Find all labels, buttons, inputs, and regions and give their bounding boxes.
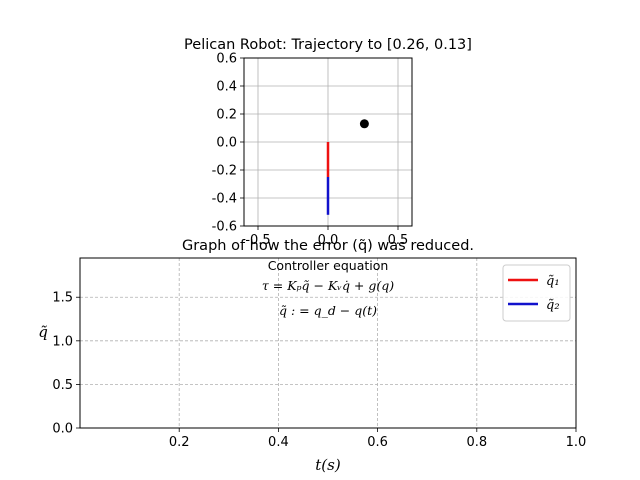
trajectory-y-tick-label: 0.6 — [216, 52, 237, 67]
error-x-tick-label: 0.4 — [268, 435, 289, 450]
error-y-tick-label: 1.0 — [52, 334, 73, 349]
error-x-tick-label: 0.2 — [169, 435, 190, 450]
target-point — [359, 119, 369, 129]
error-x-tick-label: 0.6 — [367, 435, 388, 450]
trajectory-y-tick-label: -0.6 — [212, 220, 237, 235]
error-plot-frame — [79, 257, 577, 429]
error-plot-background — [80, 258, 576, 428]
error-y-tick-label: 1.5 — [52, 291, 73, 306]
error-x-axis-label: t(s) — [315, 456, 341, 474]
trajectory-y-tick-label: 0.4 — [216, 80, 237, 95]
trajectory-series — [326, 119, 369, 215]
error-chart: 0.2 0.4 0.6 0.8 1.0 0.0 0.5 1.0 1.5 Graph of how… — [38, 238, 586, 474]
trajectory-y-tick-label: -0.4 — [212, 192, 237, 207]
trajectory-x-tick-label: 0.5 — [388, 233, 409, 248]
error-y-tick-label: 0.0 — [52, 422, 73, 437]
annotation-line-3: q̃ : = q_d − q(t) — [279, 303, 377, 318]
trajectory-y-tick-label: 0.0 — [216, 136, 237, 151]
trajectory-chart-title: Pelican Robot: Trajectory to [0.26, 0.13… — [184, 37, 472, 53]
error-grid — [80, 258, 576, 428]
legend-label-1: q̃₁ — [546, 274, 560, 289]
trajectory-ticks: -0.5 0.0 0.5 0.6 0.4 0.2 0.0 -0.2 -0.4 -0.6 — [212, 52, 409, 249]
error-x-tick-label: 1.0 — [566, 435, 587, 450]
annotation-line-1: Controller equation — [268, 258, 389, 273]
trajectory-plot-frame — [243, 57, 413, 227]
trajectory-y-tick-label: 0.2 — [216, 108, 237, 123]
trajectory-chart: Pelican Robot: Trajectory to [0.26, 0.13… — [184, 37, 472, 248]
error-x-tick-label: 0.8 — [466, 435, 487, 450]
error-ticks: 0.2 0.4 0.6 0.8 1.0 0.0 0.5 1.0 1.5 — [52, 291, 586, 450]
trajectory-x-tick-label: -0.5 — [245, 233, 270, 248]
trajectory-x-tick-label: 0.0 — [318, 233, 339, 248]
error-chart-title: Graph of how the error (q̃) was reduced. — [182, 238, 474, 254]
error-y-axis-label: q̃ — [38, 323, 48, 341]
annotation-line-2: τ = Kₚq̃ − Kᵥq̇ + g(q) — [262, 278, 394, 293]
trajectory-y-tick-label: -0.2 — [212, 164, 237, 179]
legend-box — [502, 264, 571, 322]
legend-label-2: q̃₂ — [546, 298, 560, 313]
controller-annotation: Controller equation τ = Kₚq̃ − Kᵥq̇ + g(… — [262, 258, 394, 318]
error-y-tick-label: 0.5 — [52, 378, 73, 393]
error-legend: q̃₁ q̃₂ — [502, 264, 571, 322]
